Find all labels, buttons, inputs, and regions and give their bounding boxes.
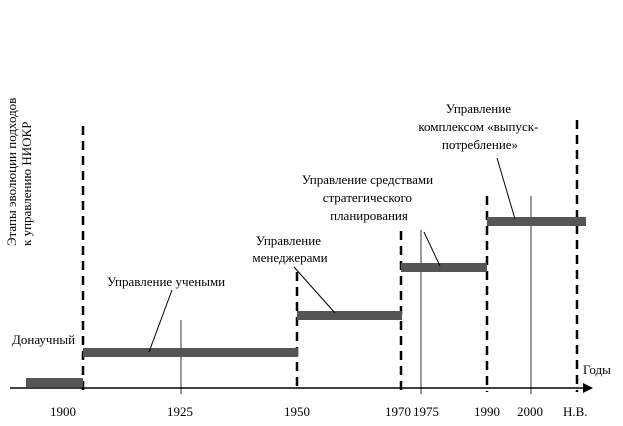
stage-label-5-line-1: Управление bbox=[446, 101, 511, 116]
pointer-stage-5 bbox=[496, 157, 516, 220]
stage-label-3-line-1: Управление bbox=[256, 233, 321, 248]
stage-bar-4 bbox=[401, 263, 487, 272]
pointer-stage-2 bbox=[148, 289, 173, 353]
tick-label-nv: Н.В. bbox=[563, 404, 588, 419]
pointer-stage-4 bbox=[423, 231, 441, 267]
stage-label-3-line-2: менеджерами bbox=[252, 250, 327, 265]
stage-label-2: Управление учеными bbox=[107, 274, 225, 289]
stage-label-1: Донаучный bbox=[12, 332, 75, 347]
tick-label-1900: 1900 bbox=[50, 404, 76, 419]
vertical-title-line2: к управлению НИОКР bbox=[19, 122, 34, 246]
stage-label-5-line-3: потребление» bbox=[442, 137, 518, 152]
vertical-title-line1: Этапы эволюции подходов bbox=[4, 98, 19, 246]
tick-label-1990: 1990 bbox=[474, 404, 500, 419]
stage-label-3: Управление менеджерами bbox=[252, 233, 327, 265]
stage-bar-5 bbox=[487, 217, 586, 226]
stage-label-4-line-3: планирования bbox=[330, 208, 408, 223]
stage-label-2-line-1: Управление учеными bbox=[107, 274, 225, 289]
tick-label-2000: 2000 bbox=[517, 404, 543, 419]
pointer-stage-3 bbox=[293, 266, 336, 314]
stage-label-1-line-1: Донаучный bbox=[12, 332, 75, 347]
axis-arrow-icon bbox=[583, 383, 593, 393]
stage-label-4: Управление средствами стратегического пл… bbox=[302, 172, 437, 223]
stage-bar-2 bbox=[83, 348, 298, 357]
tick-label-1970: 1970 bbox=[385, 404, 411, 419]
stage-bar-3 bbox=[297, 311, 402, 320]
axis-unit-label: Годы bbox=[583, 362, 611, 377]
stage-bar-1 bbox=[26, 378, 83, 387]
stage-label-5: Управление комплексом «выпуск- потреблен… bbox=[418, 101, 541, 152]
stage-label-4-line-2: стратегического bbox=[323, 190, 412, 205]
tick-label-1950: 1950 bbox=[284, 404, 310, 419]
tick-label-1975: 1975 bbox=[413, 404, 439, 419]
stage-label-4-line-1: Управление средствами bbox=[302, 172, 433, 187]
tick-label-1925: 1925 bbox=[167, 404, 193, 419]
stage-label-5-line-2: комплексом «выпуск- bbox=[418, 119, 538, 134]
